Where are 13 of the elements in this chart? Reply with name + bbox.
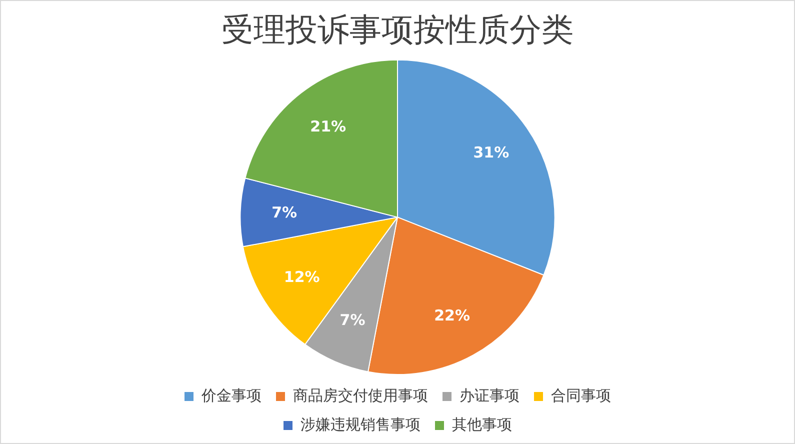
legend-label: 合同事项	[551, 386, 611, 404]
data-label: 31%	[473, 143, 510, 162]
legend-label: 办证事项	[460, 386, 520, 404]
data-label: 12%	[284, 268, 320, 286]
legend-label: 其他事项	[452, 415, 512, 434]
chart-title: 受理投诉事项按性质分类	[222, 10, 574, 49]
data-label: 22%	[434, 306, 470, 324]
data-label: 7%	[272, 204, 298, 222]
legend-label: 商品房交付使用事项	[293, 386, 428, 404]
data-label: 21%	[310, 118, 346, 136]
legend-label: 价金事项	[200, 386, 262, 404]
legend-label: 涉嫌违规销售事项	[300, 415, 420, 434]
data-label: 7%	[340, 311, 366, 330]
